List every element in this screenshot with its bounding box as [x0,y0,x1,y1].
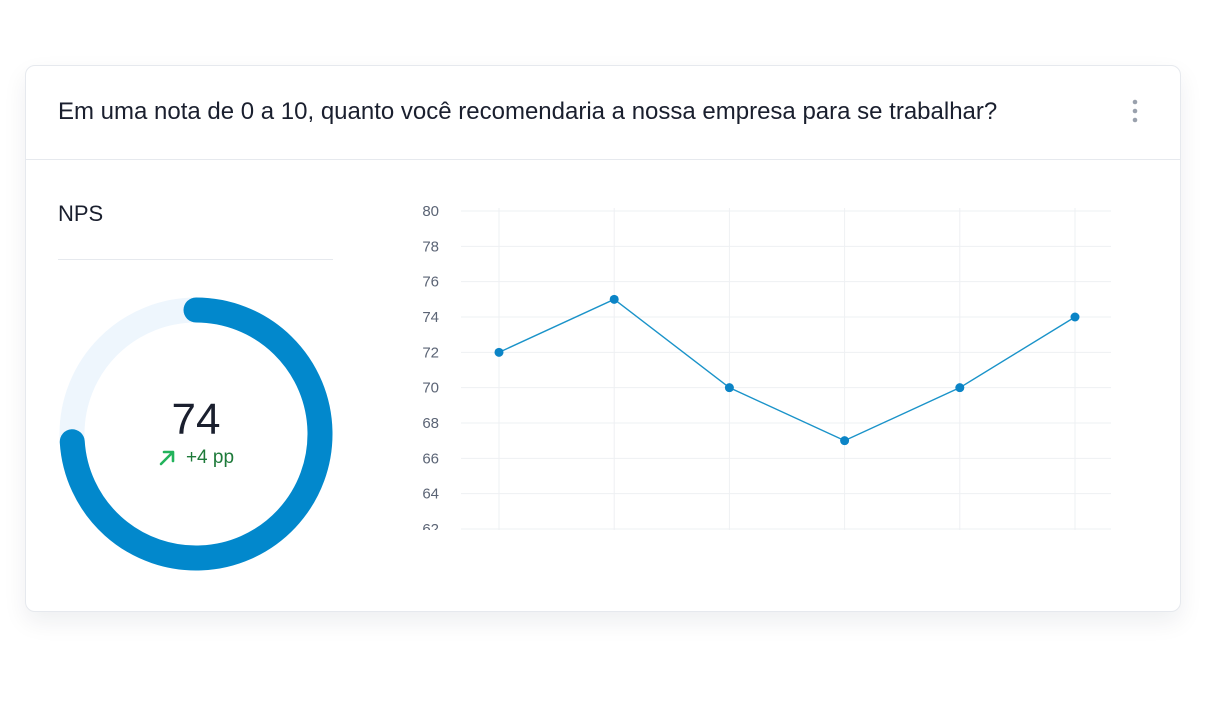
data-point [840,436,850,446]
nps-gauge [59,297,333,571]
y-tick-label: 68 [422,415,439,432]
nps-divider [58,259,333,260]
data-point [609,294,619,304]
gauge-fill-arc [59,297,333,571]
nps-card: Em uma nota de 0 a 10, quanto você recom… [25,65,1181,612]
y-tick-label: 64 [422,486,439,503]
y-tick-label: 70 [422,380,439,397]
data-point [494,347,504,357]
y-tick-label: 80 [422,203,439,220]
y-tick-label: 74 [422,309,439,326]
data-point [1070,312,1080,322]
y-tick-label: 66 [422,450,439,467]
arrow-up-right-icon [159,450,175,466]
y-tick-label: 76 [422,274,439,291]
y-tick-label: 78 [422,238,439,255]
question-title: Em uma nota de 0 a 10, quanto você recom… [58,98,998,125]
more-options-button[interactable] [1120,96,1150,126]
nps-line-chart: 62646668707274767880Jan/22Fev/22Mar/22Ab… [422,203,1111,530]
nps-title: NPS [58,201,104,226]
y-tick-label: 72 [422,344,439,361]
data-point [955,383,965,393]
nps-delta-value: +4 pp [185,447,235,468]
series-line [498,298,1076,442]
kebab-menu-icon [1132,99,1138,123]
data-point [724,383,734,393]
nps-score: 74 [171,395,221,444]
nps-delta: +4 pp [56,447,336,469]
card-header: Em uma nota de 0 a 10, quanto você recom… [26,66,1180,160]
y-tick-label: 62 [422,521,439,530]
